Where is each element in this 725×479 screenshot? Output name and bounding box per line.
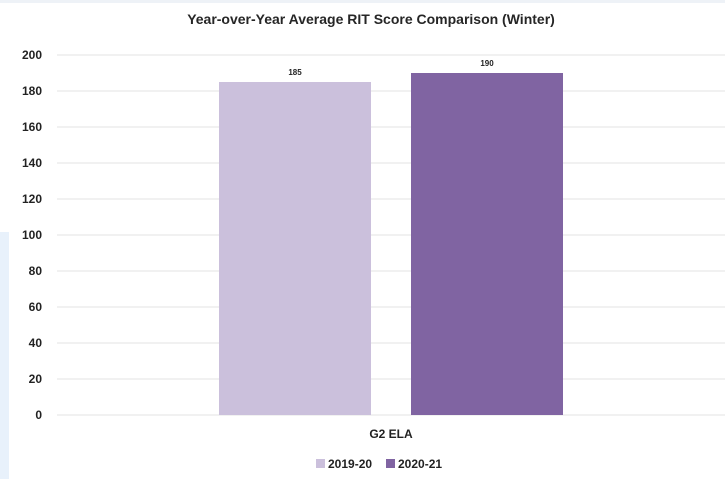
bar-2019-20 <box>219 82 371 415</box>
legend-swatch-2020-21 <box>386 459 395 468</box>
y-tick-label: 100 <box>22 228 42 242</box>
data-labels: 185 190 <box>288 59 494 77</box>
bars <box>219 73 563 415</box>
y-tick-label: 60 <box>29 300 43 314</box>
y-tick-label: 180 <box>22 84 42 98</box>
x-axis-categories: G2 ELA <box>369 427 413 441</box>
left-edge-strip <box>0 232 9 479</box>
y-tick-label: 80 <box>29 264 43 278</box>
y-tick-label: 160 <box>22 120 42 134</box>
legend-label-2020-21: 2020-21 <box>398 457 442 471</box>
data-label-2019-20: 185 <box>288 68 302 77</box>
category-label: G2 ELA <box>369 427 413 441</box>
y-axis-ticks: 0 20 40 60 80 100 120 140 160 180 200 <box>22 48 42 422</box>
chart-title: Year-over-Year Average RIT Score Compari… <box>187 11 555 27</box>
legend-swatch-2019-20 <box>316 459 325 468</box>
y-tick-label: 20 <box>29 372 43 386</box>
y-tick-label: 200 <box>22 48 42 62</box>
y-tick-label: 140 <box>22 156 42 170</box>
legend: 2019-20 2020-21 <box>316 457 442 471</box>
gridlines <box>57 54 725 416</box>
top-border <box>0 0 725 3</box>
bar-2020-21 <box>411 73 563 415</box>
data-label-2020-21: 190 <box>480 59 494 68</box>
y-tick-label: 120 <box>22 192 42 206</box>
y-tick-label: 40 <box>29 336 43 350</box>
legend-label-2019-20: 2019-20 <box>328 457 372 471</box>
y-tick-label: 0 <box>35 408 42 422</box>
